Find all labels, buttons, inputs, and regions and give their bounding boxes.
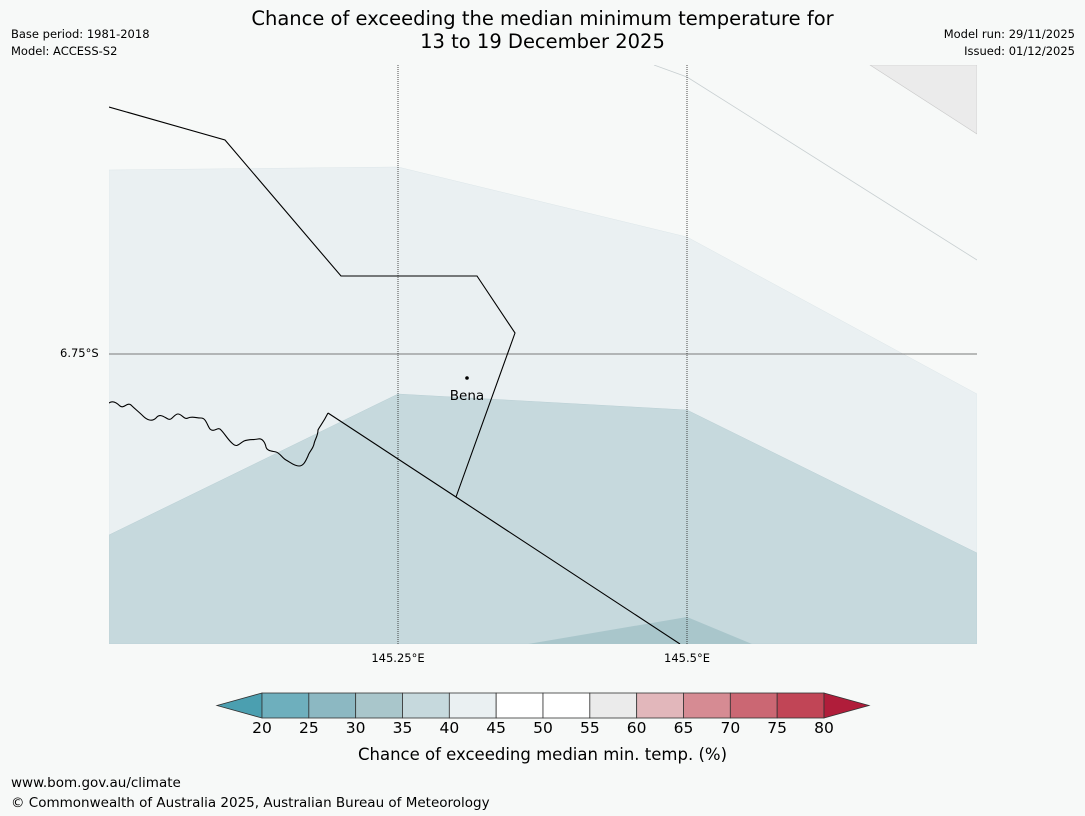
issued-date: Issued: 01/12/2025 — [964, 44, 1075, 58]
longitude-label-145-25: 145.25°E — [371, 651, 425, 665]
province-border-line — [327, 412, 681, 644]
colorbar-segment — [776, 692, 825, 719]
colorbar-tick-label: 25 — [298, 719, 319, 737]
colorbar-tick-label: 20 — [252, 719, 272, 737]
longitude-label-145-5: 145.5°E — [664, 651, 710, 665]
colorbar-tick-label: 45 — [486, 719, 507, 737]
colorbar-segment — [683, 692, 731, 719]
model-run: Model run: 29/11/2025 — [943, 27, 1075, 41]
map-title: Chance of exceeding the median minimum t… — [0, 7, 1085, 53]
model-name: Model: ACCESS-S2 — [11, 44, 118, 58]
footer-url[interactable]: www.bom.gov.au/climate — [11, 775, 181, 791]
colorbar-extend-low — [215, 692, 263, 719]
colorbar-tick-label: 60 — [626, 719, 647, 737]
map-title-line2: 13 to 19 December 2025 — [420, 30, 665, 53]
colorbar-segment — [729, 692, 778, 719]
colorbar-tick-label: 70 — [720, 719, 741, 737]
colorbar-extend-high — [823, 692, 871, 719]
colorbar-tick-label: 30 — [345, 719, 366, 737]
latitude-label: 6.75°S — [60, 346, 99, 360]
colorbar-segment — [402, 692, 450, 719]
colorbar-segment — [542, 692, 591, 719]
colorbar — [215, 692, 871, 719]
colorbar-tick-label: 75 — [767, 719, 788, 737]
colorbar-segment — [261, 692, 310, 719]
footer-copyright: © Commonwealth of Australia 2025, Austra… — [11, 795, 490, 811]
colorbar-tick-label: 35 — [392, 719, 413, 737]
band-30-35-region — [528, 617, 752, 644]
province-border-line — [109, 106, 516, 498]
bena-marker — [465, 376, 469, 380]
band-55-60-region — [869, 65, 977, 135]
colorbar-segment — [308, 692, 357, 719]
map-title-line1: Chance of exceeding the median minimum t… — [251, 7, 834, 30]
colorbar-segment — [495, 692, 544, 719]
colorbar-tick-label: 40 — [439, 719, 460, 737]
place-label-bena: Bena — [449, 388, 485, 404]
colorbar-segment — [355, 692, 403, 719]
colorbar-tick-label: 65 — [673, 719, 694, 737]
colorbar-segment — [589, 692, 638, 719]
colorbar-tick-label: 55 — [579, 719, 600, 737]
colorbar-segment — [636, 692, 684, 719]
colorbar-label: Chance of exceeding median min. temp. (%… — [357, 745, 728, 764]
base-period: Base period: 1981-2018 — [11, 27, 150, 41]
river-line — [109, 401, 329, 467]
colorbar-tick-label: 80 — [814, 719, 834, 737]
colorbar-segment — [448, 692, 497, 719]
colorbar-tick-label: 50 — [533, 719, 553, 737]
